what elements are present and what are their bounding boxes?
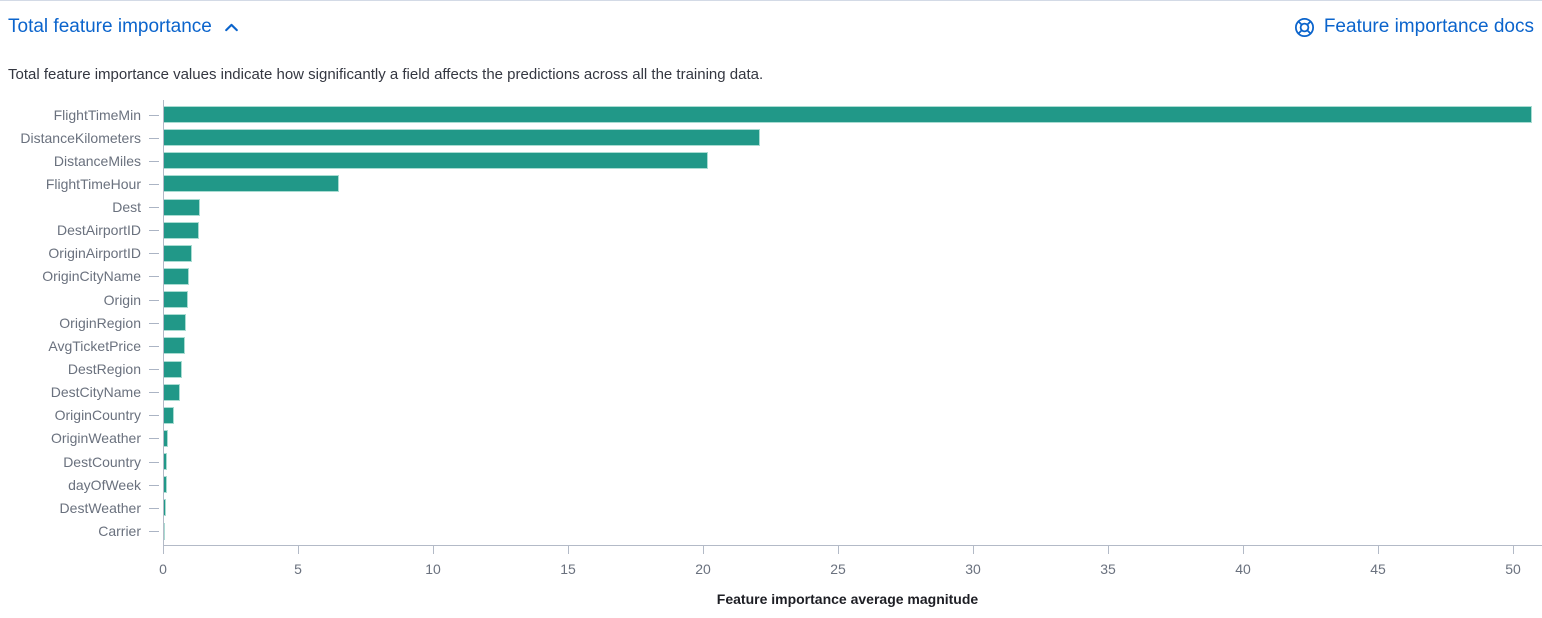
y-axis-label: FlightTimeMin (53, 106, 141, 123)
y-tick (149, 138, 159, 139)
bar[interactable] (163, 198, 200, 216)
bar[interactable] (163, 221, 199, 239)
y-axis-label: OriginAirportID (48, 245, 141, 262)
bar[interactable] (163, 129, 760, 147)
y-tick (149, 438, 159, 439)
y-axis-label: Dest (112, 199, 141, 216)
y-tick (149, 415, 159, 416)
y-tick (149, 230, 159, 231)
x-tick-label: 0 (159, 561, 167, 577)
bar[interactable] (163, 152, 709, 170)
bar[interactable] (163, 106, 1532, 123)
x-tick (298, 545, 299, 554)
y-axis-label: DestCountry (63, 453, 141, 470)
y-axis-label: OriginWeather (50, 430, 141, 447)
y-axis-label: FlightTimeHour (45, 175, 141, 192)
bar[interactable] (163, 267, 190, 285)
y-tick (149, 253, 159, 254)
bar[interactable] (163, 244, 192, 262)
y-axis-line (163, 100, 164, 545)
x-tick-label: 50 (1505, 561, 1521, 577)
y-axis-label: DistanceKilometers (20, 129, 141, 146)
y-axis-label: dayOfWeek (68, 476, 141, 493)
y-tick (149, 346, 159, 347)
bar[interactable] (163, 406, 175, 424)
x-tick (433, 545, 434, 554)
y-tick (149, 369, 159, 370)
y-tick (149, 323, 159, 324)
y-tick (149, 300, 159, 301)
x-tick (973, 545, 974, 554)
x-tick-label: 25 (830, 561, 846, 577)
y-tick (149, 161, 159, 162)
section-description: Total feature importance values indicate… (8, 66, 764, 83)
bar[interactable] (163, 360, 182, 378)
bar[interactable] (163, 175, 339, 193)
bar[interactable] (163, 383, 181, 401)
x-tick (1243, 545, 1244, 554)
y-axis-label: DestCityName (50, 384, 141, 401)
x-axis-line (163, 545, 1542, 546)
bar[interactable] (163, 291, 189, 309)
y-tick (149, 462, 159, 463)
x-tick (1378, 545, 1379, 554)
x-tick-label: 15 (560, 561, 576, 577)
x-tick (703, 545, 704, 554)
y-axis-label: OriginCountry (54, 407, 141, 424)
y-axis-label: OriginCityName (42, 268, 141, 285)
x-tick (838, 545, 839, 554)
y-axis-label: DestWeather (59, 499, 141, 516)
y-axis-label: DestRegion (67, 361, 141, 378)
y-tick (149, 115, 159, 116)
y-tick (149, 392, 159, 393)
x-tick-label: 30 (965, 561, 981, 577)
section-title: Total feature importance (8, 16, 212, 37)
y-tick (149, 276, 159, 277)
docs-link-label: Feature importance docs (1323, 16, 1534, 37)
x-tick (1108, 545, 1109, 554)
x-tick-label: 10 (425, 561, 441, 577)
x-tick (1513, 545, 1514, 554)
feature-importance-docs-link[interactable]: Feature importance docs (1294, 14, 1534, 40)
bar[interactable] (163, 337, 185, 355)
chevron-up-icon (223, 19, 240, 36)
y-tick (149, 184, 159, 185)
y-tick (149, 531, 159, 532)
y-axis-label: OriginRegion (59, 314, 141, 331)
x-tick-label: 35 (1100, 561, 1116, 577)
panel-top-border (0, 0, 1542, 1)
y-axis-label: DestAirportID (56, 222, 141, 239)
x-tick-label: 5 (294, 561, 302, 577)
x-tick-label: 20 (695, 561, 711, 577)
total-feature-importance-toggle[interactable]: Total feature importance (8, 14, 240, 40)
y-axis-label: Carrier (98, 523, 141, 540)
x-tick-label: 40 (1235, 561, 1251, 577)
life-ring-icon (1294, 17, 1315, 38)
x-tick (568, 545, 569, 554)
y-tick (149, 485, 159, 486)
bar[interactable] (163, 314, 186, 332)
y-axis-label: DistanceMiles (53, 152, 141, 169)
y-axis-label: AvgTicketPrice (48, 337, 141, 354)
y-axis-label: Origin (103, 291, 141, 308)
y-tick (149, 508, 159, 509)
x-tick-label: 45 (1370, 561, 1386, 577)
y-tick (149, 207, 159, 208)
section-header: Total feature importance Feature importa… (8, 13, 1534, 41)
x-axis-title: Feature importance average magnitude (716, 591, 979, 607)
x-tick (163, 545, 164, 554)
